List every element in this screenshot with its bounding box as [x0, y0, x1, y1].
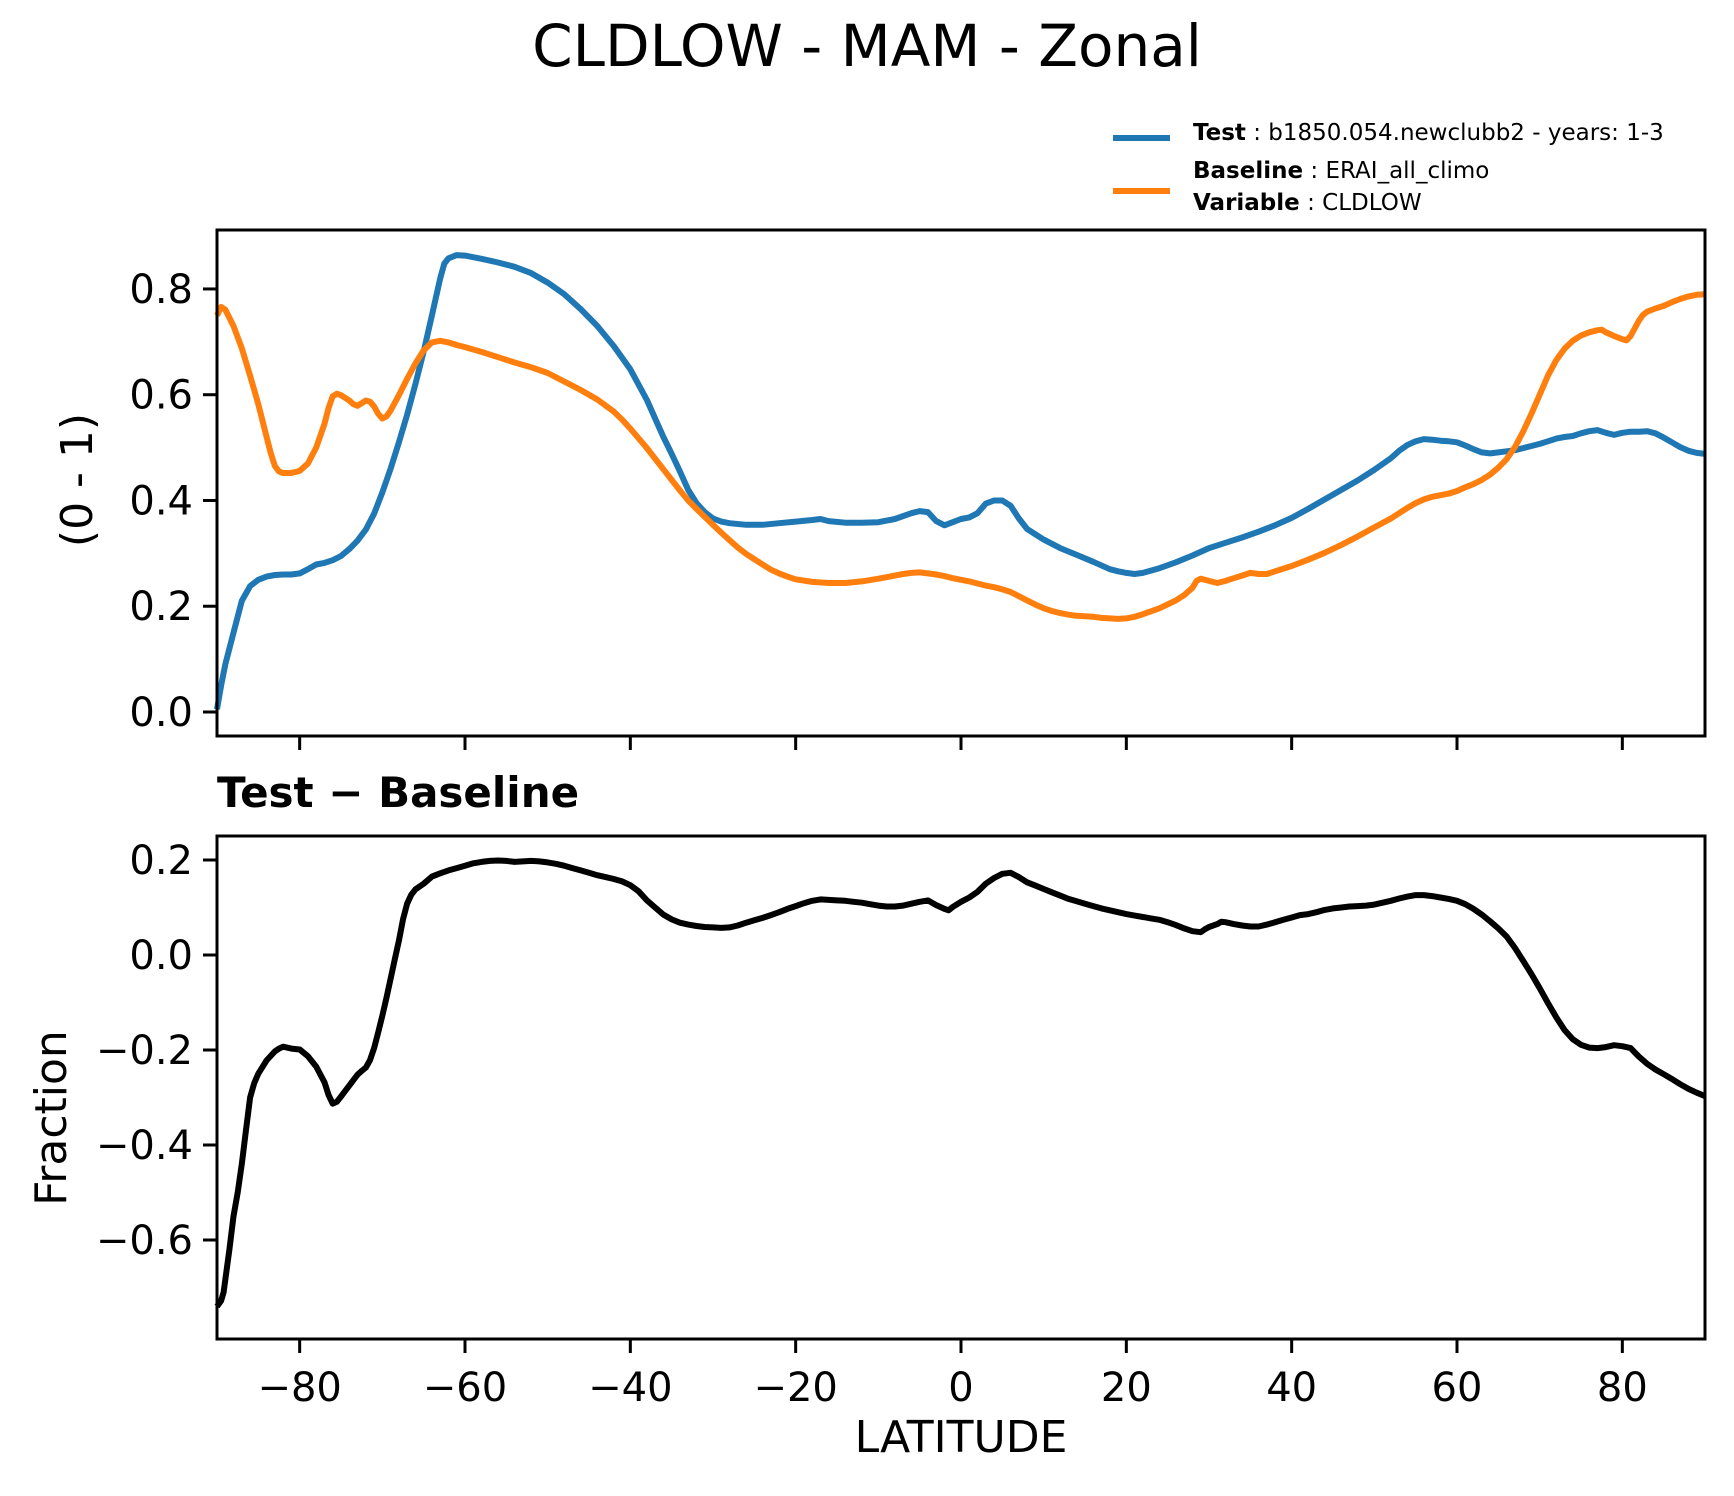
top-y-axis-label: (0 - 1) — [52, 412, 103, 548]
legend-test-value: : b1850.054.newclubb2 - years: 1-3 — [1245, 120, 1664, 146]
y-tick-label: 0.6 — [129, 373, 193, 419]
x-tick-label: 40 — [1266, 1365, 1317, 1411]
y-tick-label: −0.2 — [96, 1028, 193, 1074]
y-tick-label: 0.0 — [129, 933, 193, 979]
x-axis-label: LATITUDE — [854, 1412, 1068, 1463]
x-tick-label: −20 — [753, 1365, 837, 1411]
legend-variable-value: : CLDLOW — [1299, 190, 1422, 216]
legend-variable-entry: Variable : CLDLOW — [1193, 192, 1422, 215]
legend-test-entry: Test : b1850.054.newclubb2 - years: 1-3 — [1193, 122, 1664, 145]
legend-baseline-entry: Baseline : ERAI_all_climo — [1193, 160, 1489, 183]
y-tick-label: 0.0 — [129, 690, 193, 736]
bottom-y-axis-label: Fraction — [26, 1030, 77, 1206]
legend-test-label: Test — [1193, 120, 1246, 146]
legend-baseline-value: : ERAI_all_climo — [1303, 158, 1490, 184]
baseline-line — [214, 291, 1706, 622]
x-tick-label: −60 — [423, 1365, 507, 1411]
y-tick-label: 0.2 — [129, 584, 193, 630]
x-tick-label: −40 — [588, 1365, 672, 1411]
legend-baseline-label: Baseline — [1193, 158, 1304, 184]
y-tick-label: 0.4 — [129, 478, 193, 524]
legend-baseline-line-swatch — [1113, 188, 1170, 194]
y-tick-label: 0.8 — [129, 267, 193, 313]
test-baseline-line — [214, 857, 1707, 1309]
x-tick-label: 20 — [1101, 1365, 1152, 1411]
page-title: CLDLOW - MAM - Zonal — [532, 12, 1202, 80]
diff-subplot-title: Test − Baseline — [217, 768, 580, 817]
y-tick-label: −0.4 — [96, 1123, 193, 1169]
x-tick-label: −80 — [257, 1365, 341, 1411]
y-tick-label: −0.6 — [96, 1218, 193, 1264]
x-tick-label: 80 — [1597, 1365, 1648, 1411]
legend-variable-label: Variable — [1193, 190, 1300, 216]
x-tick-label: 60 — [1432, 1365, 1483, 1411]
legend-test-line-swatch — [1113, 135, 1170, 141]
x-tick-label: 0 — [948, 1365, 973, 1411]
y-tick-label: 0.2 — [129, 838, 193, 884]
